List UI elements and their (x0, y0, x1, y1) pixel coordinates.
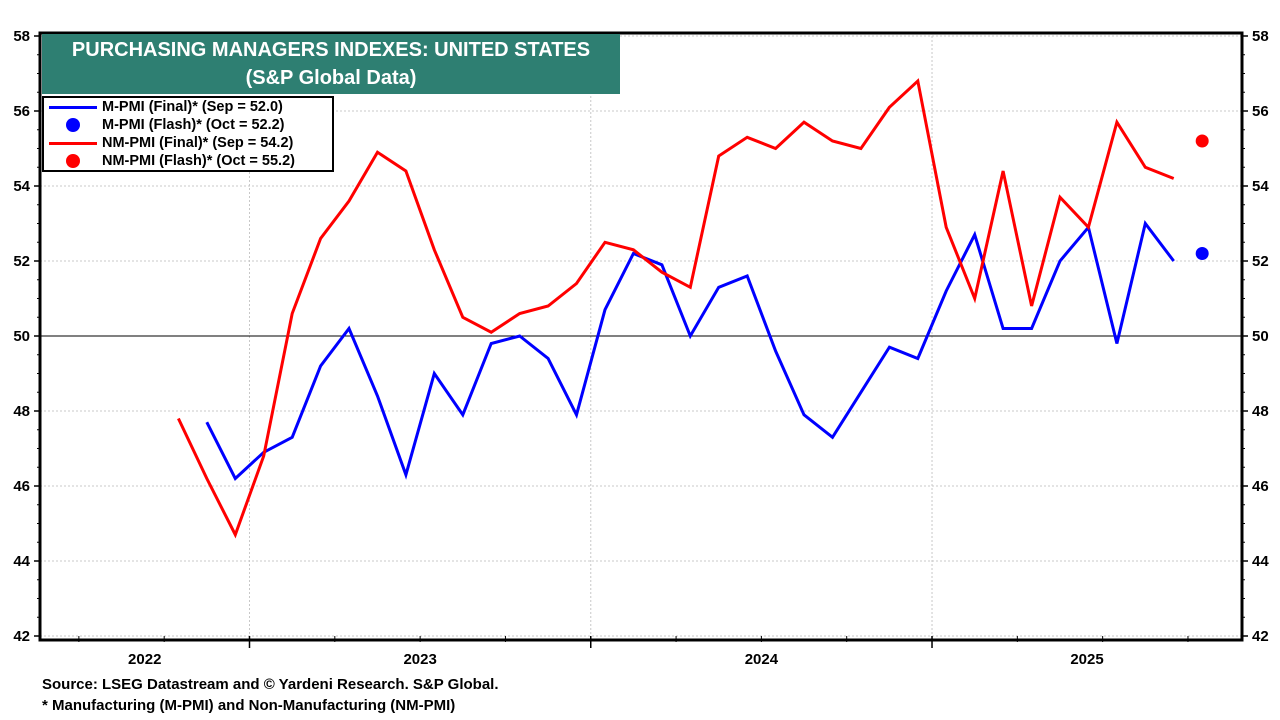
chart-title-box: PURCHASING MANAGERS INDEXES: UNITED STAT… (42, 34, 620, 94)
y-tick-label-left: 56 (13, 103, 30, 120)
y-tick-label-left: 48 (13, 403, 30, 420)
x-tick-label: 2023 (403, 651, 436, 668)
series-line-0 (205, 220, 1175, 481)
legend-item-m-pmi-final: M-PMI (Final)* (Sep = 52.0) (44, 98, 332, 116)
footnote: * Manufacturing (M-PMI) and Non-Manufact… (42, 697, 456, 714)
legend-label: M-PMI (Flash)* (Oct = 52.2) (102, 117, 285, 133)
y-tick-label-right: 58 (1252, 28, 1269, 45)
x-tick-label: 2024 (745, 651, 779, 668)
y-tick-label-right: 44 (1252, 553, 1269, 570)
x-tick-label: 2025 (1070, 651, 1103, 668)
legend-item-m-pmi-flash: M-PMI (Flash)* (Oct = 52.2) (44, 116, 332, 134)
chart-subtitle: (S&P Global Data) (245, 67, 417, 89)
y-tick-label-right: 54 (1252, 178, 1269, 195)
legend-item-nm-pmi-final: NM-PMI (Final)* (Sep = 54.2) (44, 134, 332, 152)
y-tick-label-left: 46 (13, 478, 30, 495)
y-tick-label-right: 52 (1252, 253, 1269, 270)
chart-title: PURCHASING MANAGERS INDEXES: UNITED STAT… (71, 39, 591, 61)
y-tick-label-left: 44 (13, 553, 30, 570)
y-tick-label-right: 50 (1252, 328, 1269, 345)
red-line-swatch-icon (49, 141, 97, 145)
y-tick-label-left: 42 (13, 628, 30, 645)
y-tick-label-right: 46 (1252, 478, 1269, 495)
y-tick-label-right: 56 (1252, 103, 1269, 120)
y-tick-label-left: 58 (13, 28, 30, 45)
flash-point-1 (1195, 247, 1209, 260)
plot-frame (38, 31, 1244, 642)
y-tick-label-left: 52 (13, 253, 30, 270)
legend-label: M-PMI (Final)* (Sep = 52.0) (102, 99, 283, 115)
blue-dot-swatch-icon (66, 118, 80, 132)
y-tick-label-right: 42 (1252, 628, 1269, 645)
legend: M-PMI (Final)* (Sep = 52.0) M-PMI (Flash… (42, 96, 334, 172)
y-tick-label-left: 54 (13, 178, 30, 195)
legend-label: NM-PMI (Flash)* (Oct = 55.2) (102, 153, 295, 169)
series-line-2 (177, 78, 1175, 539)
y-tick-label-left: 50 (13, 328, 30, 345)
x-tick-label: 2022 (128, 651, 161, 668)
legend-label: NM-PMI (Final)* (Sep = 54.2) (102, 135, 294, 151)
red-dot-swatch-icon (66, 154, 80, 168)
blue-line-swatch-icon (49, 105, 97, 109)
source-note: Source: LSEG Datastream and © Yardeni Re… (42, 676, 499, 693)
flash-point-3 (1195, 134, 1209, 148)
y-tick-label-right: 48 (1252, 403, 1269, 420)
legend-item-nm-pmi-flash: NM-PMI (Flash)* (Oct = 55.2) (44, 152, 332, 170)
